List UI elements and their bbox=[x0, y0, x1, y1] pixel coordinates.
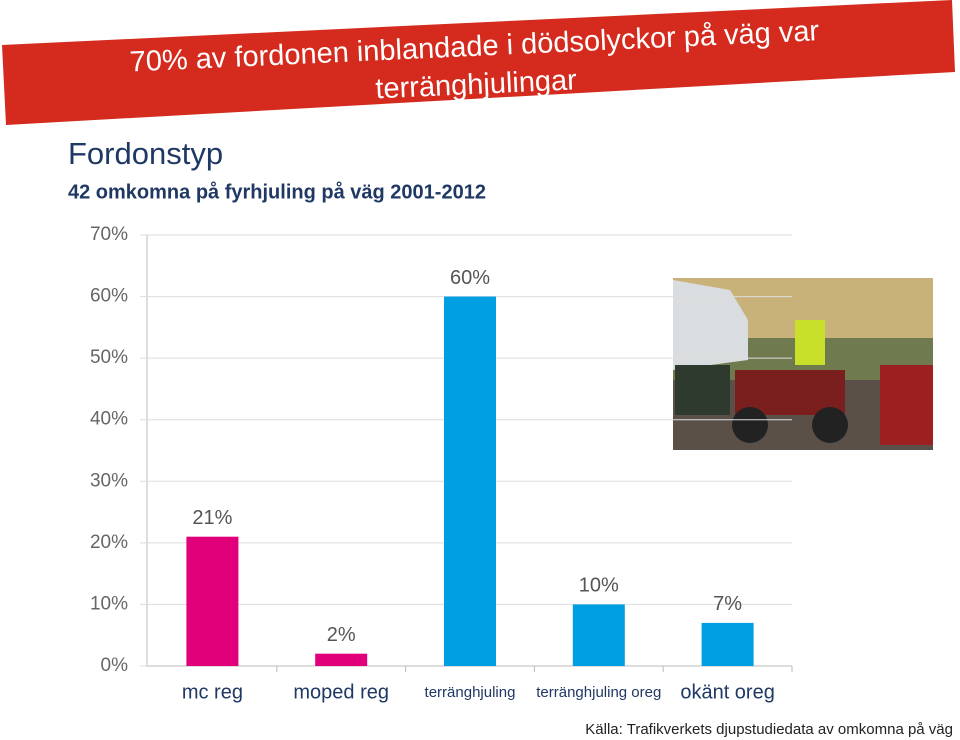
bar bbox=[186, 536, 239, 666]
y-tick-label: 20% bbox=[90, 532, 128, 553]
value-label: 2% bbox=[327, 624, 356, 646]
photo-atv bbox=[880, 365, 933, 445]
x-tick-label: mc reg bbox=[182, 681, 243, 703]
chart-subtitle: 42 omkomna på fyrhjuling på väg 2001-201… bbox=[68, 180, 486, 203]
value-label: 10% bbox=[579, 575, 619, 597]
bar bbox=[572, 604, 625, 666]
y-tick-label: 10% bbox=[90, 593, 128, 614]
photo-rider bbox=[795, 320, 825, 365]
photo-house bbox=[673, 280, 748, 370]
x-tick-label: terränghjuling bbox=[425, 684, 516, 701]
bar bbox=[315, 653, 368, 666]
source: Källa: Trafikverkets djupstudiedata av o… bbox=[585, 721, 953, 738]
y-tick-label: 60% bbox=[90, 286, 128, 307]
chart-title: Fordonstyp bbox=[68, 136, 223, 171]
y-tick-label: 40% bbox=[90, 409, 128, 430]
y-tick-label: 70% bbox=[90, 224, 128, 245]
value-label: 60% bbox=[450, 267, 490, 289]
y-tick-label: 50% bbox=[90, 347, 128, 368]
banner-band bbox=[2, 0, 955, 125]
x-tick-label: terränghjuling oreg bbox=[536, 684, 661, 701]
y-tick-label: 30% bbox=[90, 470, 128, 491]
value-label: 7% bbox=[713, 593, 742, 615]
y-tick-label: 0% bbox=[101, 655, 129, 676]
bar bbox=[444, 296, 496, 666]
value-label: 21% bbox=[192, 507, 232, 529]
photo-wheel bbox=[732, 407, 768, 443]
bar bbox=[701, 622, 754, 666]
photo-atv bbox=[675, 365, 730, 415]
x-tick-label: moped reg bbox=[293, 681, 389, 703]
photo-wheel bbox=[812, 407, 848, 443]
x-tick-label: okänt oreg bbox=[680, 681, 775, 703]
photo bbox=[673, 278, 933, 450]
